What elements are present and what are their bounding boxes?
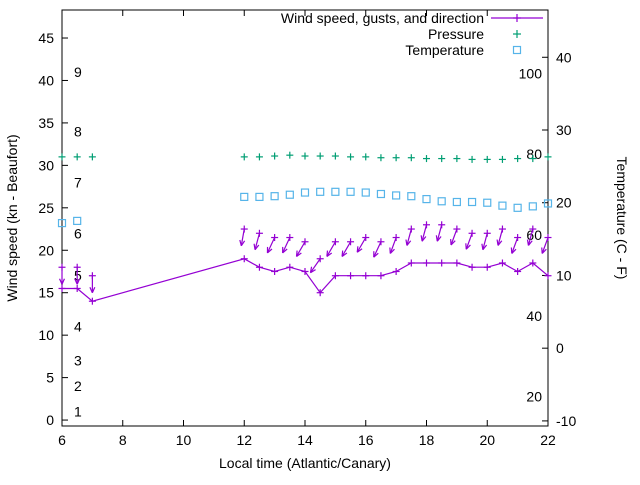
x-tick-label: 8 [119,432,127,448]
y-axis-left-title: Wind speed (kn - Beaufort) [4,134,20,301]
axes [62,10,548,426]
beaufort-label: 3 [74,353,82,369]
y-right-tick-label: -10 [556,413,576,429]
y-right-tick-label: 30 [556,122,572,138]
y-axis-right-title: Temperature (C - F) [614,157,630,280]
beaufort-label: 1 [74,404,82,420]
x-tick-label: 16 [358,432,374,448]
y-left-tick-label: 20 [38,242,54,258]
y-left-tick-label: 10 [38,327,54,343]
fahrenheit-label: 20 [526,389,542,405]
legend-label: Pressure [428,26,484,42]
series-pressure [59,152,552,163]
x-tick-label: 14 [297,432,313,448]
beaufort-label: 7 [74,174,82,190]
fahrenheit-label: 80 [526,146,542,162]
y-left-tick-label: 5 [46,370,54,386]
beaufort-label: 9 [74,64,82,80]
beaufort-label: 4 [74,319,82,335]
x-tick-label: 22 [540,432,556,448]
y-left-tick-label: 45 [38,30,54,46]
fahrenheit-label: 100 [519,65,543,81]
beaufort-label: 8 [74,123,82,139]
x-tick-label: 18 [419,432,435,448]
y-right-tick-label: 10 [556,267,572,283]
x-tick-label: 6 [58,432,66,448]
fahrenheit-label: 40 [526,308,542,324]
y-right-tick-label: 0 [556,340,564,356]
x-tick-label: 12 [236,432,252,448]
y-left-tick-label: 25 [38,200,54,216]
beaufort-label: 2 [74,378,82,394]
legend-label: Wind speed, gusts, and direction [281,10,484,26]
y-left-tick-label: 35 [38,115,54,131]
series-temperature [59,188,552,226]
y-left-tick-label: 15 [38,285,54,301]
beaufort-label: 6 [74,225,82,241]
y-left-tick-label: 30 [38,157,54,173]
legend-label: Temperature [405,42,484,58]
x-tick-label: 10 [176,432,192,448]
y-right-tick-label: 20 [556,195,572,211]
y-axis-left: 0 5 10 15 20 25 30 35 40 45 [38,30,68,428]
series-wind [59,221,552,304]
axis-titles: Wind speed (kn - Beaufort) Temperature (C… [4,134,630,471]
x-tick-label: 20 [479,432,495,448]
y-right-tick-label: 40 [556,49,572,65]
legend: Wind speed, gusts, and directionPressure… [281,10,543,58]
y-left-tick-label: 0 [46,412,54,428]
x-axis-title: Local time (Atlantic/Canary) [219,455,391,471]
y-left-tick-label: 40 [38,72,54,88]
